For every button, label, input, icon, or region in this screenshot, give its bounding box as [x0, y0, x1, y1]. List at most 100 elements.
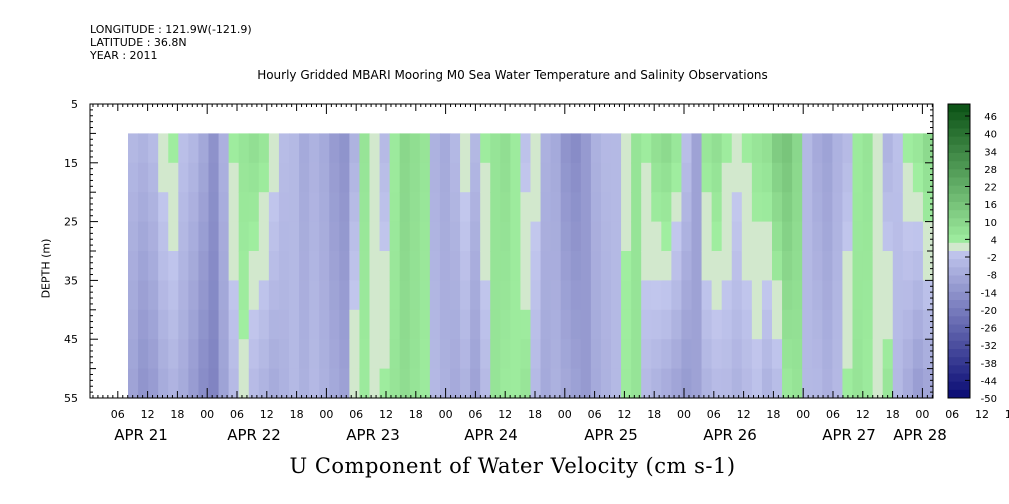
- heatmap-cell: [611, 221, 622, 252]
- heatmap-cell: [832, 162, 844, 193]
- heatmap-cell: [349, 162, 361, 193]
- heatmap-cell: [369, 162, 381, 193]
- heatmap-cell: [580, 221, 592, 252]
- heatmap-cell: [741, 309, 753, 340]
- colorbar-label: 46: [984, 112, 997, 123]
- heatmap-cell: [631, 309, 642, 340]
- heatmap-cell: [731, 339, 743, 370]
- heatmap-cell: [812, 133, 823, 164]
- heatmap-cell: [721, 133, 733, 164]
- heatmap-cell: [741, 221, 753, 252]
- colorbar-segment: [948, 242, 970, 252]
- heatmap-cell: [289, 368, 300, 399]
- heatmap-cell: [128, 192, 139, 223]
- heatmap-cell: [490, 339, 501, 370]
- x-hour-label: 00: [319, 408, 333, 421]
- heatmap-cell: [258, 368, 270, 399]
- heatmap-cell: [500, 280, 511, 311]
- heatmap-cell: [832, 280, 844, 311]
- heatmap-cell: [460, 192, 471, 223]
- heatmap-cell: [520, 251, 532, 281]
- heatmap-cell: [671, 192, 683, 223]
- heatmap-cell: [158, 251, 169, 281]
- heatmap-cell: [188, 221, 200, 252]
- heatmap-cell: [892, 133, 904, 164]
- heatmap-cell: [389, 162, 401, 193]
- heatmap-cell: [500, 192, 511, 223]
- heatmap-cell: [339, 162, 350, 193]
- heatmap-cell: [641, 309, 652, 340]
- heatmap-cell: [299, 133, 310, 164]
- heatmap-cell: [912, 309, 924, 340]
- heatmap-cell: [701, 133, 713, 164]
- heatmap-cell: [248, 339, 260, 370]
- heatmap-cell: [419, 368, 431, 399]
- x-hour-label: 06: [468, 408, 482, 421]
- colorbar-segment: [948, 267, 970, 276]
- heatmap-cell: [761, 280, 773, 311]
- heatmap-cell: [409, 368, 421, 399]
- heatmap-cell: [138, 133, 149, 164]
- heatmap-cell: [218, 339, 230, 370]
- heatmap-cell: [218, 133, 230, 164]
- heatmap-cell: [772, 280, 783, 311]
- heatmap-cell: [228, 192, 240, 223]
- heatmap-cell: [490, 368, 501, 399]
- heatmap-cell: [329, 280, 340, 311]
- heatmap-cell: [309, 162, 320, 193]
- heatmap-cell: [912, 192, 924, 223]
- heatmap-cell: [138, 339, 149, 370]
- x-hour-label: 18: [170, 408, 184, 421]
- heatmap-cell: [892, 221, 904, 252]
- heatmap-cell: [772, 192, 783, 223]
- heatmap-cell: [439, 162, 451, 193]
- heatmap-cell: [611, 368, 622, 399]
- heatmap-cell: [289, 280, 300, 311]
- heatmap-cell: [560, 251, 572, 281]
- heatmap-cell: [510, 251, 522, 281]
- heatmap-cell: [731, 133, 743, 164]
- colorbar-segment: [948, 185, 970, 195]
- colorbar-label: -2: [987, 253, 997, 264]
- heatmap-cell: [661, 280, 672, 311]
- heatmap-cell: [691, 280, 703, 311]
- heatmap-cell: [751, 133, 763, 164]
- heatmap-cell: [731, 162, 743, 193]
- heatmap-cell: [429, 339, 441, 370]
- heatmap-cell: [439, 339, 451, 370]
- heatmap-cell: [289, 309, 300, 340]
- heatmap-cell: [751, 309, 763, 340]
- heatmap-cell: [218, 251, 230, 281]
- heatmap-cell: [268, 192, 280, 223]
- heatmap-cell: [178, 192, 189, 223]
- heatmap-cell: [550, 368, 562, 399]
- heatmap-cell: [158, 192, 169, 223]
- heatmap-cell: [772, 221, 783, 252]
- heatmap-cell: [429, 192, 441, 223]
- x-hour-label: 06: [707, 408, 721, 421]
- heatmap-cell: [208, 251, 220, 281]
- heatmap-cell: [842, 309, 854, 340]
- heatmap-cell: [822, 309, 833, 340]
- heatmap-cell: [339, 280, 350, 311]
- heatmap-cell: [319, 251, 330, 281]
- heatmap-cell: [922, 280, 934, 311]
- colorbar-segment: [948, 112, 970, 121]
- heatmap-cell: [460, 251, 471, 281]
- heatmap-cell: [168, 368, 179, 399]
- heatmap-cell: [530, 162, 542, 193]
- heatmap-cell: [319, 280, 330, 311]
- colorbar-segment: [948, 128, 970, 138]
- heatmap-cell: [641, 339, 652, 370]
- colorbar-label: -50: [981, 394, 997, 405]
- heatmap-cell: [248, 192, 260, 223]
- heatmap-cell: [711, 162, 723, 193]
- heatmap-cell: [228, 280, 240, 311]
- heatmap-cell: [490, 192, 501, 223]
- y-tick-label: 45: [64, 333, 78, 346]
- heatmap-cell: [168, 309, 179, 340]
- heatmap-cell: [450, 192, 461, 223]
- heatmap-cell: [802, 133, 813, 164]
- x-hour-label: 18: [290, 408, 304, 421]
- heatmap-cell: [782, 339, 793, 370]
